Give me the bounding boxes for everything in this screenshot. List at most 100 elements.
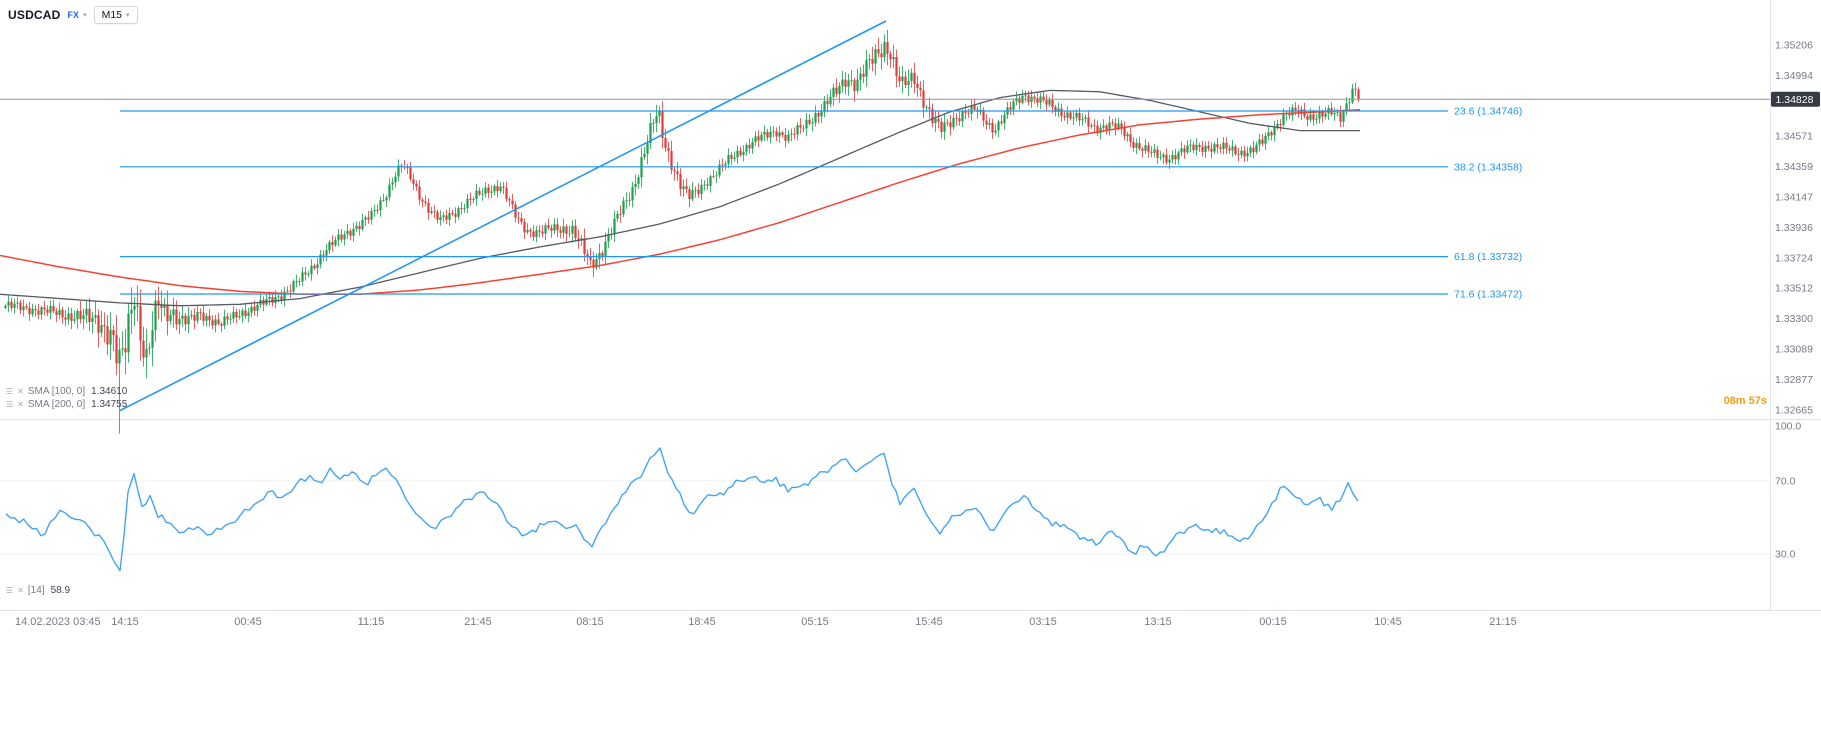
- candle-body[interactable]: [1276, 124, 1279, 127]
- candle-body[interactable]: [1354, 88, 1357, 90]
- candle-body[interactable]: [565, 226, 568, 234]
- candle-body[interactable]: [1036, 98, 1039, 103]
- candle-body[interactable]: [100, 325, 103, 333]
- candle-body[interactable]: [379, 200, 382, 211]
- candle-body[interactable]: [1336, 112, 1339, 114]
- candle-body[interactable]: [1108, 122, 1111, 130]
- candle-body[interactable]: [328, 242, 331, 251]
- candle-body[interactable]: [739, 150, 742, 156]
- candle-body[interactable]: [646, 143, 649, 154]
- candle-body[interactable]: [1243, 150, 1246, 157]
- candle-body[interactable]: [691, 190, 694, 200]
- candle-body[interactable]: [1048, 100, 1051, 105]
- candle-body[interactable]: [613, 218, 616, 234]
- candle-body[interactable]: [88, 308, 91, 322]
- candle-body[interactable]: [622, 200, 625, 215]
- candle-body[interactable]: [898, 76, 901, 82]
- candle-body[interactable]: [964, 111, 967, 113]
- candle-body[interactable]: [1033, 96, 1036, 99]
- candle-body[interactable]: [673, 169, 676, 172]
- candle-body[interactable]: [391, 182, 394, 185]
- candle-body[interactable]: [1279, 124, 1282, 126]
- candle-body[interactable]: [310, 265, 313, 275]
- candle-body[interactable]: [142, 340, 145, 358]
- candle-body[interactable]: [805, 119, 808, 129]
- candle-body[interactable]: [1069, 112, 1072, 119]
- candle-body[interactable]: [160, 305, 163, 308]
- candle-body[interactable]: [163, 305, 166, 308]
- candle-body[interactable]: [313, 265, 316, 269]
- candle-body[interactable]: [649, 123, 652, 144]
- candle-body[interactable]: [406, 167, 409, 169]
- candle-body[interactable]: [574, 225, 577, 239]
- menu-icon[interactable]: ☰: [6, 399, 14, 409]
- candle-body[interactable]: [226, 316, 229, 320]
- candle-body[interactable]: [631, 187, 634, 201]
- candle-body[interactable]: [625, 199, 628, 201]
- candle-body[interactable]: [682, 186, 685, 190]
- candle-body[interactable]: [319, 254, 322, 265]
- candle-body[interactable]: [1237, 154, 1240, 156]
- candle-body[interactable]: [1024, 95, 1027, 97]
- candle-body[interactable]: [817, 113, 820, 117]
- candle-body[interactable]: [4, 305, 7, 308]
- candle-body[interactable]: [1102, 125, 1105, 128]
- candle-body[interactable]: [1228, 148, 1231, 151]
- candle-body[interactable]: [490, 191, 493, 193]
- candle-body[interactable]: [184, 315, 187, 325]
- candle-body[interactable]: [1168, 159, 1171, 163]
- candle-body[interactable]: [1018, 98, 1021, 103]
- candle-body[interactable]: [1186, 145, 1189, 153]
- candle-body[interactable]: [250, 306, 253, 313]
- candle-body[interactable]: [1126, 134, 1129, 137]
- candle-body[interactable]: [1129, 134, 1132, 142]
- candle-body[interactable]: [841, 79, 844, 87]
- candle-body[interactable]: [346, 230, 349, 235]
- candle-body[interactable]: [361, 219, 364, 229]
- candle-body[interactable]: [1027, 95, 1030, 103]
- candle-body[interactable]: [571, 225, 574, 234]
- candle-body[interactable]: [1015, 98, 1018, 102]
- candle-body[interactable]: [421, 199, 424, 202]
- candle-body[interactable]: [1225, 142, 1228, 149]
- candle-body[interactable]: [208, 315, 211, 321]
- candle-body[interactable]: [688, 189, 691, 200]
- candle-body[interactable]: [526, 229, 529, 233]
- candle-body[interactable]: [796, 125, 799, 135]
- candle-body[interactable]: [556, 224, 559, 231]
- candle-body[interactable]: [1171, 155, 1174, 160]
- candle-body[interactable]: [727, 155, 730, 164]
- candle-body[interactable]: [733, 157, 736, 159]
- candle-body[interactable]: [943, 122, 946, 132]
- market-label[interactable]: FX: [67, 10, 80, 20]
- candle-body[interactable]: [286, 290, 289, 292]
- candle-body[interactable]: [415, 183, 418, 187]
- candle-body[interactable]: [256, 304, 259, 311]
- candle-body[interactable]: [700, 184, 703, 194]
- candle-body[interactable]: [298, 281, 301, 283]
- candle-body[interactable]: [103, 325, 106, 327]
- candle-body[interactable]: [1066, 112, 1069, 118]
- candle-body[interactable]: [157, 300, 160, 305]
- candle-body[interactable]: [742, 151, 745, 156]
- candle-body[interactable]: [1072, 117, 1075, 119]
- candle-body[interactable]: [364, 217, 367, 220]
- candle-body[interactable]: [1288, 113, 1291, 116]
- candle-body[interactable]: [754, 136, 757, 143]
- candle-body[interactable]: [385, 197, 388, 201]
- candle-body[interactable]: [370, 211, 373, 220]
- candle-body[interactable]: [604, 241, 607, 256]
- candle-body[interactable]: [169, 315, 172, 322]
- candle-body[interactable]: [1195, 144, 1198, 151]
- candle-body[interactable]: [205, 315, 208, 321]
- candle-body[interactable]: [1144, 145, 1147, 151]
- candle-body[interactable]: [877, 49, 880, 54]
- candle-body[interactable]: [1117, 123, 1120, 129]
- candle-body[interactable]: [292, 281, 295, 292]
- candle-body[interactable]: [913, 72, 916, 84]
- candle-body[interactable]: [1252, 147, 1255, 152]
- candle-body[interactable]: [697, 189, 700, 194]
- candle-body[interactable]: [487, 187, 490, 193]
- candle-body[interactable]: [211, 320, 214, 326]
- candle-body[interactable]: [775, 131, 778, 137]
